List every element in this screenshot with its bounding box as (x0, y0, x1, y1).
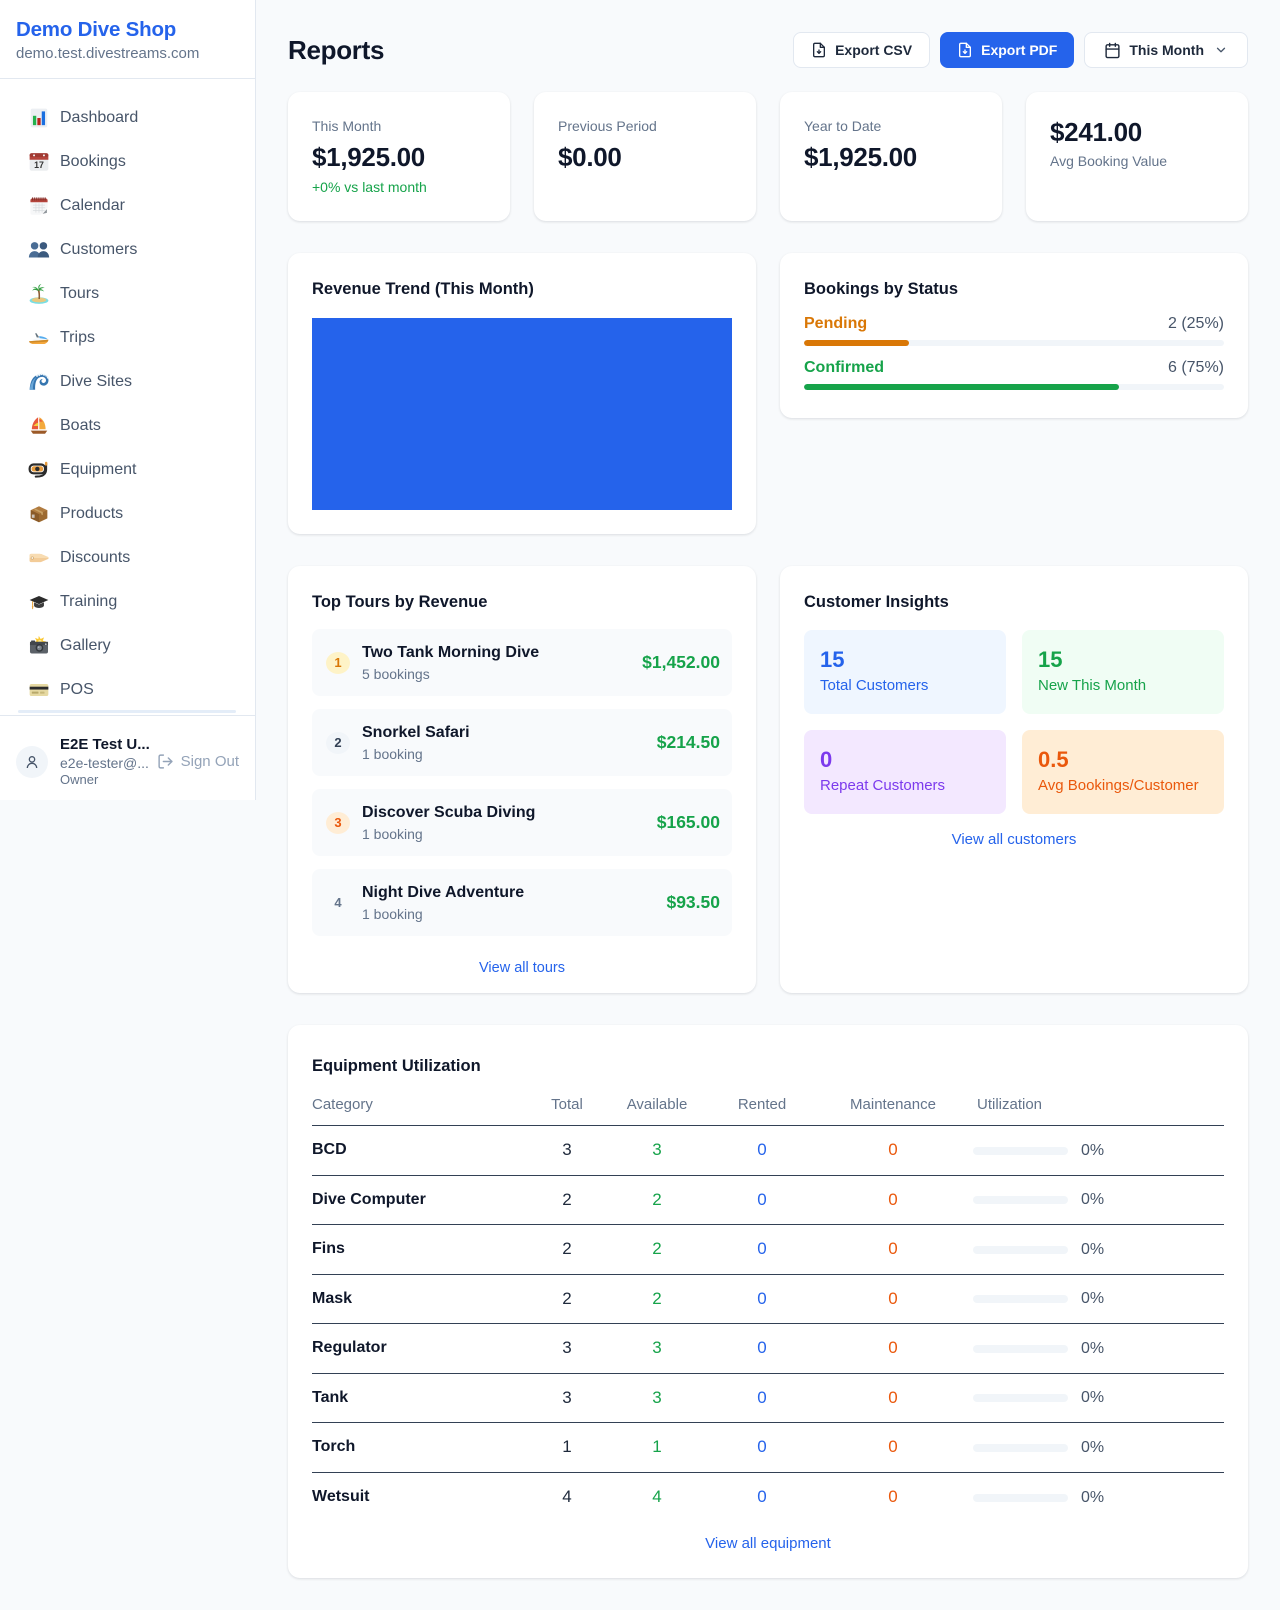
svg-text:17: 17 (34, 160, 44, 170)
